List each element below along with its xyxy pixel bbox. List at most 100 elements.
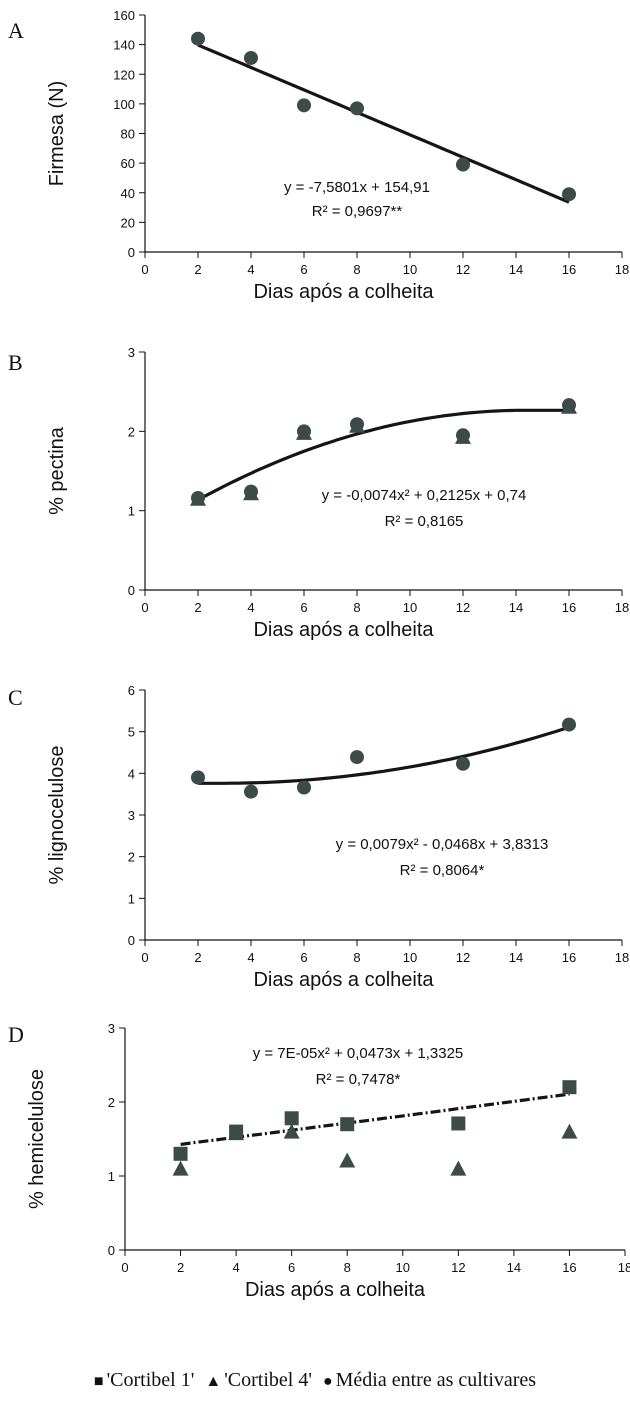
y-tick-label: 4 — [128, 766, 135, 781]
y-tick-label: 1 — [108, 1169, 115, 1184]
x-tick-label: 8 — [353, 262, 360, 277]
trend-equation: y = -7,5801x + 154,91 — [284, 179, 430, 196]
trendline — [180, 1092, 570, 1146]
data-point-circle — [562, 398, 576, 413]
x-tick-label: 4 — [247, 600, 254, 615]
y-tick-label: 3 — [108, 1021, 115, 1036]
data-point-circle — [297, 780, 311, 795]
x-axis-title: Dias após a colheita — [253, 281, 434, 303]
y-tick-label: 3 — [128, 345, 135, 360]
y-axis-title: % hemicelulose — [26, 1069, 48, 1209]
x-tick-label: 10 — [403, 600, 417, 615]
x-tick-label: 0 — [121, 1260, 128, 1275]
data-point-circle — [350, 101, 364, 116]
data-point-square — [562, 1080, 577, 1095]
data-point-circle — [562, 717, 576, 732]
panel-letter: C — [8, 685, 23, 710]
triangle-icon: ▲ — [205, 1373, 222, 1390]
data-point-triangle — [228, 1125, 245, 1141]
data-point-circle — [297, 98, 311, 113]
panel-a: A 0 2 4 6 8 10 12 14 16 18 0 20 40 60 80 100 120 140 160 Dia… — [8, 8, 629, 303]
y-axis-title: Firmesa (N) — [46, 81, 68, 187]
y-tick-label: 120 — [113, 67, 135, 82]
y-tick-label: 160 — [113, 8, 135, 23]
circle-icon: ● — [322, 1373, 333, 1390]
data-point-circle — [456, 157, 470, 172]
y-tick-label: 3 — [128, 808, 135, 823]
x-tick-label: 12 — [456, 600, 470, 615]
x-tick-label: 10 — [403, 950, 417, 965]
x-tick-label: 18 — [615, 262, 629, 277]
r-squared-label: R² = 0,7478* — [316, 1071, 401, 1088]
data-point-circle — [191, 490, 205, 505]
data-point-circle — [456, 756, 470, 771]
x-tick-label: 0 — [141, 262, 148, 277]
y-tick-label: 6 — [128, 683, 135, 698]
legend-item-cortibel-1: ■ 'Cortibel 1' — [94, 1369, 194, 1391]
data-point-circle — [191, 31, 205, 46]
x-tick-label: 4 — [232, 1260, 239, 1275]
x-tick-label: 4 — [247, 950, 254, 965]
trend-equation: y = -0,0074x² + 0,2125x + 0,74 — [322, 487, 527, 504]
data-point-circle — [244, 484, 258, 499]
y-tick-label: 2 — [128, 850, 135, 865]
r-squared-label: R² = 0,8064* — [400, 862, 485, 879]
x-axis-title: Dias após a colheita — [253, 619, 434, 641]
x-tick-label: 6 — [300, 600, 307, 615]
x-tick-label: 8 — [344, 1260, 351, 1275]
y-axis-title: % pectina — [46, 426, 68, 515]
x-tick-label: 16 — [562, 262, 576, 277]
data-point-circle — [297, 424, 311, 439]
data-point-circle — [244, 50, 258, 65]
x-tick-label: 16 — [562, 950, 576, 965]
panel-letter: A — [8, 18, 24, 43]
x-tick-label: 8 — [353, 600, 360, 615]
x-tick-label: 2 — [177, 1260, 184, 1275]
y-tick-label: 140 — [113, 38, 135, 53]
data-point-circle — [350, 750, 364, 765]
x-tick-label: 14 — [509, 950, 523, 965]
r-squared-label: R² = 0,8165 — [385, 513, 464, 530]
trendline — [198, 725, 570, 785]
legend-item-media: ● Média entre as cultivares — [323, 1369, 536, 1391]
y-tick-label: 0 — [128, 583, 135, 598]
data-point-circle — [191, 770, 205, 785]
data-point-circle — [562, 187, 576, 202]
x-tick-label: 12 — [451, 1260, 465, 1275]
x-tick-label: 2 — [194, 600, 201, 615]
y-tick-label: 80 — [121, 127, 135, 142]
x-tick-label: 0 — [141, 950, 148, 965]
x-tick-label: 6 — [288, 1260, 295, 1275]
figure-legend: ■ 'Cortibel 1' ▲ 'Cortibel 4' ● Média entre… — [0, 1369, 630, 1392]
x-tick-label: 12 — [456, 262, 470, 277]
legend-item-cortibel-4: ▲ 'Cortibel 4' — [205, 1369, 312, 1391]
figure-panels: A0 2 4 6 8 10 12 14 16 18020406080100120140160Dia… — [8, 8, 630, 1301]
data-point-circle — [350, 417, 364, 432]
trendline — [197, 43, 570, 204]
r-squared-label: R² = 0,9697** — [312, 203, 403, 220]
y-tick-label: 1 — [128, 504, 135, 519]
x-tick-label: 10 — [396, 1260, 410, 1275]
data-point-square — [340, 1117, 355, 1132]
y-tick-label: 0 — [128, 933, 135, 948]
data-point-square — [451, 1116, 466, 1131]
legend-label: 'Cortibel 1' — [106, 1369, 195, 1391]
square-icon: ■ — [93, 1373, 104, 1390]
y-tick-label: 5 — [128, 725, 135, 740]
trendline — [197, 408, 569, 502]
y-tick-label: 20 — [121, 215, 135, 230]
y-tick-label: 100 — [113, 97, 135, 112]
data-point-triangle — [561, 1123, 578, 1139]
legend-label: 'Cortibel 4' — [224, 1369, 312, 1391]
y-tick-label: 1 — [128, 891, 135, 906]
data-point-square — [284, 1111, 299, 1126]
x-tick-label: 14 — [509, 262, 523, 277]
legend-label: Média entre as cultivares — [335, 1369, 537, 1391]
x-tick-label: 18 — [615, 950, 629, 965]
data-point-triangle — [172, 1160, 189, 1176]
data-point-square — [173, 1146, 188, 1161]
x-tick-label: 0 — [141, 600, 148, 615]
x-tick-label: 14 — [507, 1260, 521, 1275]
y-tick-label: 2 — [108, 1095, 115, 1110]
